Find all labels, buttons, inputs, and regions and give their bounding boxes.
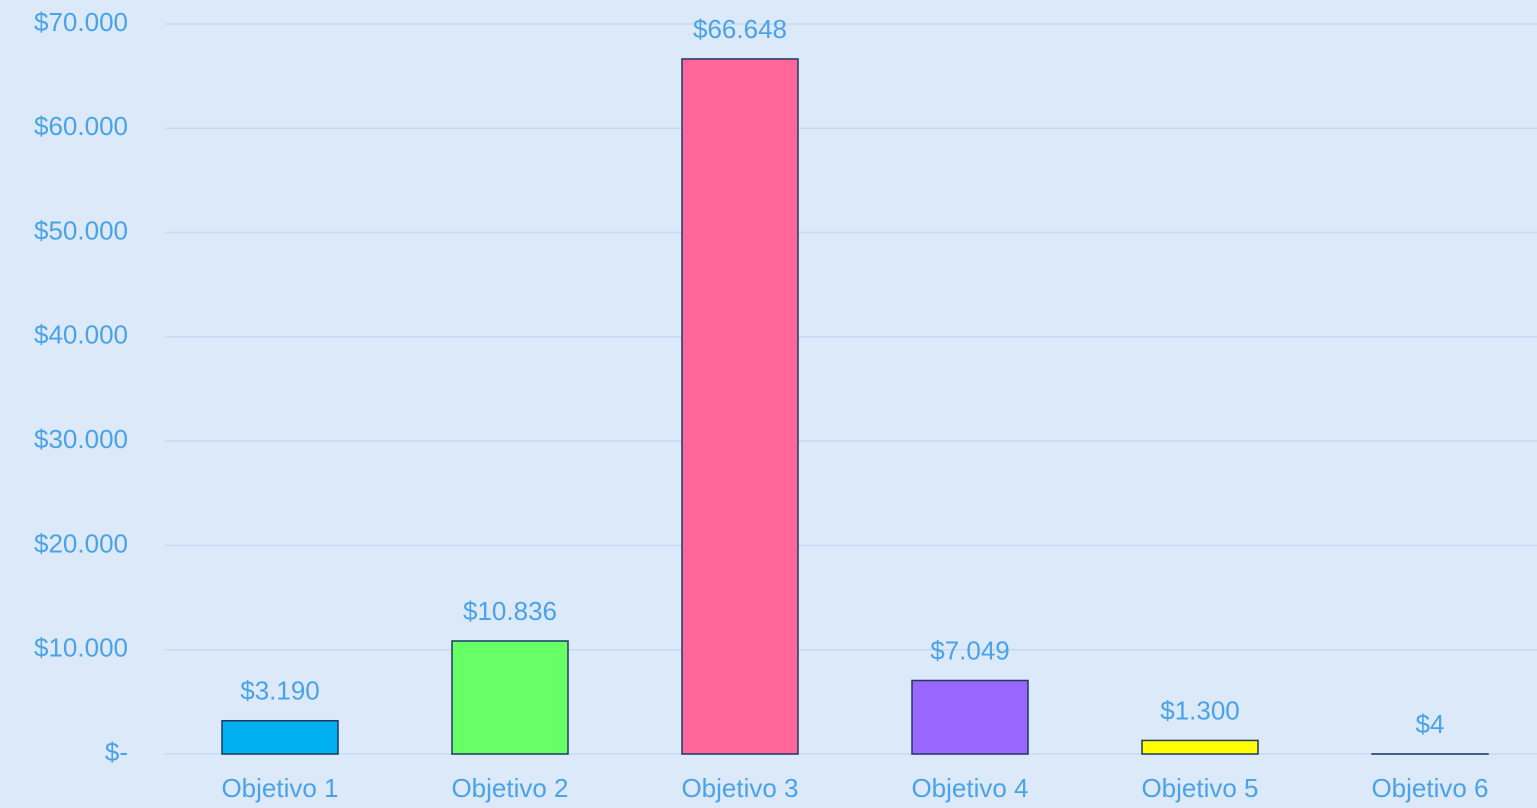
- y-tick-label: $40.000: [34, 320, 128, 350]
- x-tick-label: Objetivo 5: [1141, 773, 1258, 803]
- y-tick-label: $70.000: [34, 7, 128, 37]
- bar: [221, 719, 339, 755]
- y-tick-label: $20.000: [34, 528, 128, 558]
- y-tick-label: $60.000: [34, 111, 128, 141]
- data-label: $10.836: [463, 596, 557, 626]
- y-tick-label: $10.000: [34, 633, 128, 663]
- data-label: $66.648: [693, 14, 787, 44]
- bar: [911, 679, 1029, 755]
- data-label: $7.049: [930, 635, 1010, 665]
- y-tick-label: $30.000: [34, 424, 128, 454]
- data-label: $3.190: [240, 676, 320, 706]
- bar: [681, 58, 799, 755]
- x-tick-label: Objetivo 6: [1371, 773, 1488, 803]
- x-tick-label: Objetivo 4: [911, 773, 1028, 803]
- y-tick-label: $-: [105, 737, 128, 767]
- x-tick-label: Objetivo 1: [221, 773, 338, 803]
- x-tick-label: Objetivo 3: [681, 773, 798, 803]
- x-tick-label: Objetivo 2: [451, 773, 568, 803]
- y-tick-label: $50.000: [34, 215, 128, 245]
- data-label: $4: [1416, 709, 1445, 739]
- bar: [451, 640, 569, 755]
- data-label: $1.300: [1160, 695, 1240, 725]
- bar: [1141, 739, 1259, 755]
